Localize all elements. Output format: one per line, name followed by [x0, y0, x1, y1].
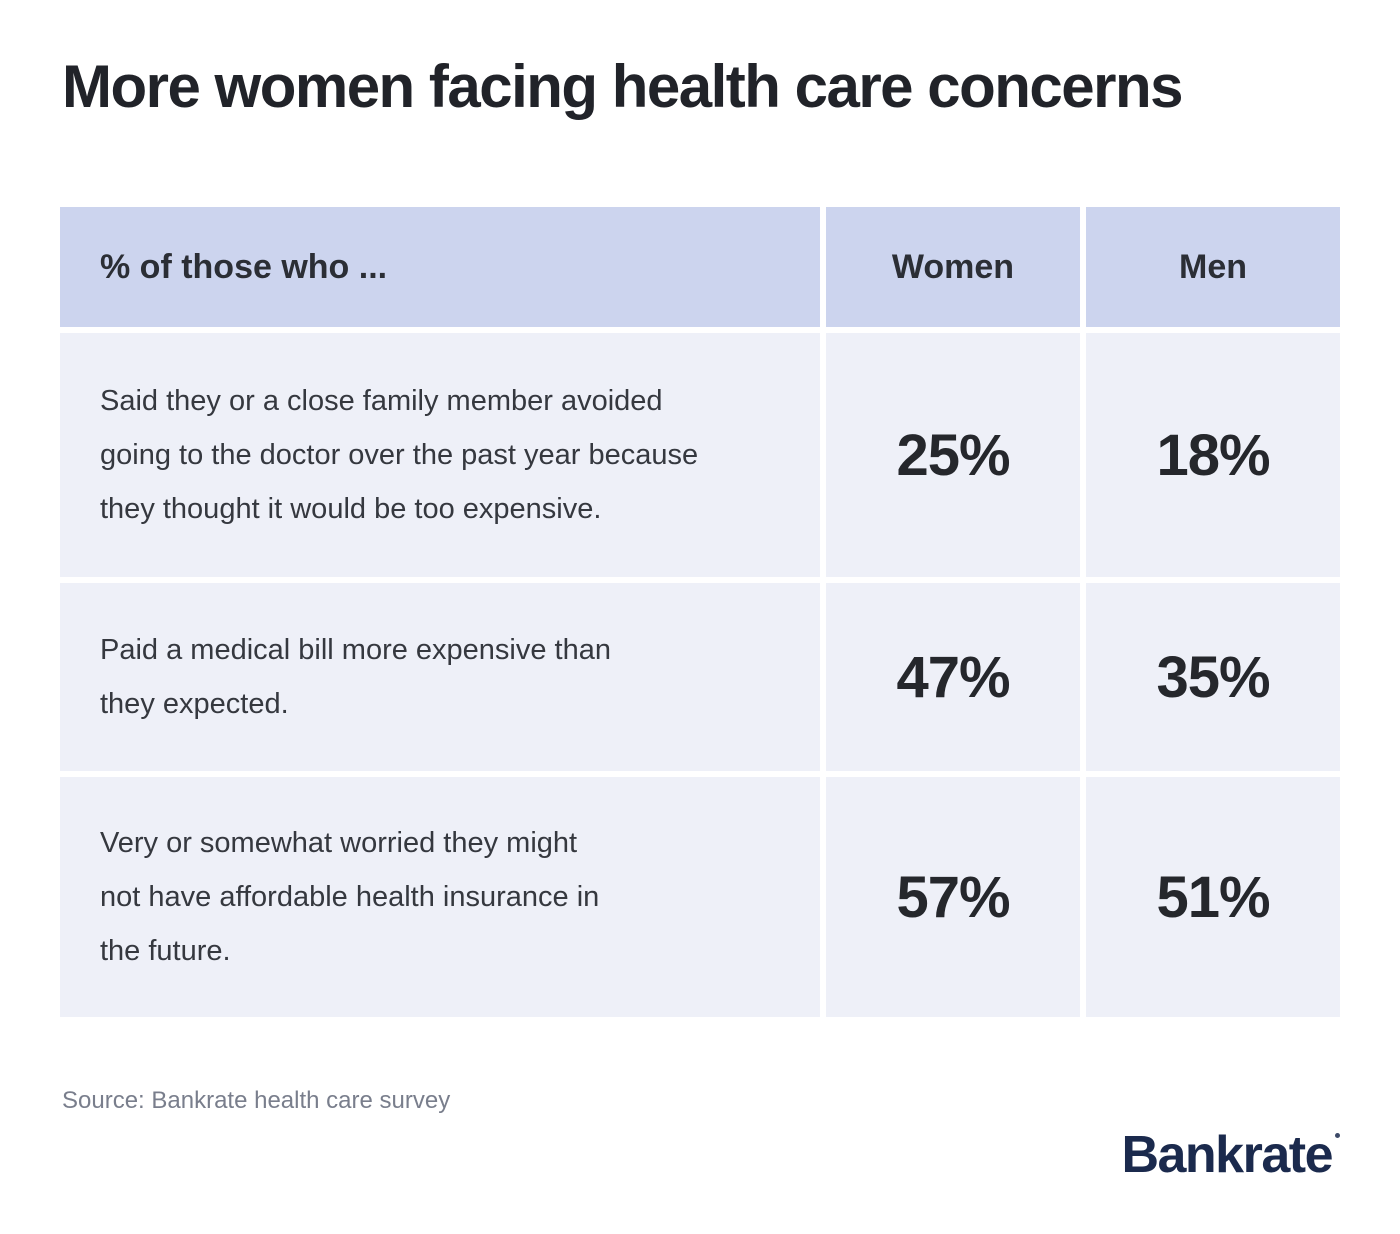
table-row-women-value: 57% [826, 777, 1080, 1017]
table-header-women: Women [826, 207, 1080, 327]
logo-row: Bankrate [60, 1129, 1340, 1181]
table-row-statement: Very or somewhat worried they might not … [60, 777, 820, 1017]
survey-table: % of those who ... Women Men Said they o… [60, 207, 1340, 1017]
table-row-men-value: 18% [1086, 333, 1340, 577]
bankrate-logo: Bankrate [1121, 1129, 1340, 1181]
row-2-men-value: 35% [1156, 644, 1270, 710]
table-row-men-value: 35% [1086, 583, 1340, 771]
table-header-women-label: Women [891, 247, 1015, 286]
row-3-men-value: 51% [1156, 864, 1270, 930]
row-1-men-value: 18% [1156, 422, 1270, 488]
table-header-statements-label: % of those who ... [100, 247, 388, 286]
row-1-statement: Said they or a close family member avoid… [100, 385, 699, 525]
bankrate-logo-text: Bankrate [1121, 1126, 1333, 1184]
row-2-women-value: 47% [896, 644, 1010, 710]
table-row-statement: Said they or a close family member avoid… [60, 333, 820, 577]
registered-mark-icon [1335, 1133, 1340, 1138]
row-3-statement: Very or somewhat worried they might not … [100, 827, 600, 967]
table-header-men: Men [1086, 207, 1340, 327]
table-row-statement: Paid a medical bill more expensive than … [60, 583, 820, 771]
table-header-men-label: Men [1179, 247, 1247, 286]
row-1-women-value: 25% [896, 422, 1010, 488]
row-2-statement: Paid a medical bill more expensive than … [100, 634, 611, 720]
page-title: More women facing health care concerns [62, 53, 1184, 120]
table-row-women-value: 47% [826, 583, 1080, 771]
table-row-men-value: 51% [1086, 777, 1340, 1017]
table-header-statements: % of those who ... [60, 207, 820, 327]
row-3-women-value: 57% [896, 864, 1010, 930]
table-row-women-value: 25% [826, 333, 1080, 577]
source-attribution: Source: Bankrate health care survey [62, 1087, 451, 1114]
